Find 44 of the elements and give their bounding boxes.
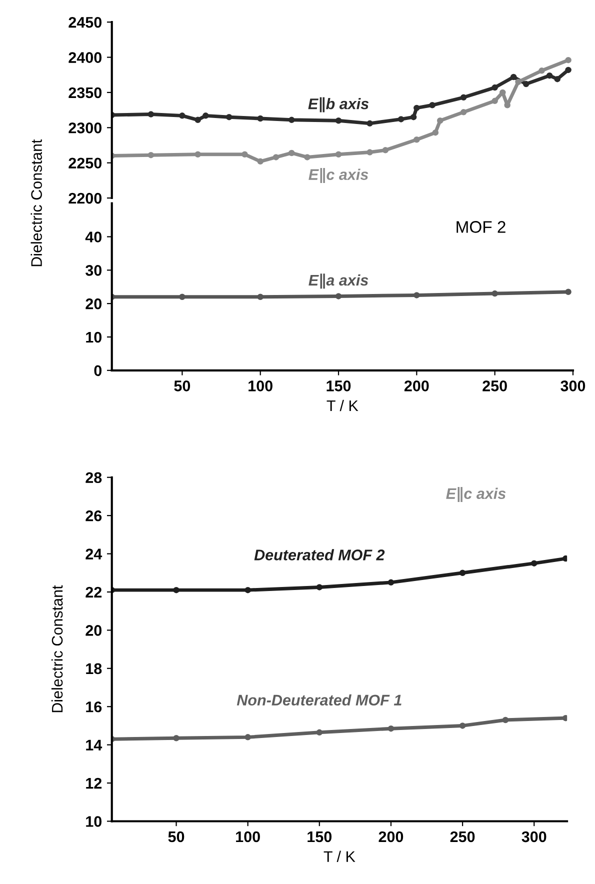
x-tick-label: 50 bbox=[174, 380, 190, 392]
x-tick-label: 150 bbox=[308, 831, 332, 842]
y-tick-label: 18 bbox=[86, 663, 102, 674]
y-tick-label: 20 bbox=[86, 625, 102, 636]
x-axis-title: T / K bbox=[324, 850, 356, 862]
y-tick-label: 12 bbox=[86, 778, 102, 789]
series-label: E∥b axis bbox=[308, 97, 369, 112]
x-tick-label: 250 bbox=[450, 831, 475, 842]
x-tick-label: 200 bbox=[378, 831, 404, 842]
y-tick-label: 30 bbox=[85, 265, 102, 276]
x-tick-label: 50 bbox=[168, 831, 184, 842]
series-label: E∥a axis bbox=[308, 274, 368, 289]
y-tick-label: 2400 bbox=[68, 52, 102, 63]
series-label: E∥c axis bbox=[308, 168, 368, 183]
annotation: E∥c axis bbox=[446, 487, 506, 502]
annotation: MOF 2 bbox=[456, 221, 506, 233]
y-tick-label: 0 bbox=[94, 365, 102, 376]
y-tick-label: 2350 bbox=[68, 87, 102, 98]
x-axis-title: T / K bbox=[326, 400, 358, 412]
y-tick-label: 22 bbox=[86, 586, 102, 598]
x-tick-label: 200 bbox=[404, 380, 429, 392]
series-label: Deuterated MOF 2 bbox=[254, 549, 385, 560]
y-tick-label: 20 bbox=[86, 298, 102, 310]
y-tick-label: 2250 bbox=[68, 158, 102, 169]
y-tick-label: 26 bbox=[86, 510, 102, 522]
y-tick-label: 2200 bbox=[68, 192, 102, 204]
y-axis-title: Dielectric Constant bbox=[51, 585, 63, 712]
x-tick-label: 300 bbox=[560, 380, 586, 392]
y-tick-label: 10 bbox=[86, 332, 102, 343]
x-tick-label: 300 bbox=[522, 831, 546, 842]
x-tick-label: 100 bbox=[236, 831, 260, 842]
x-tick-label: 100 bbox=[248, 380, 272, 392]
y-tick-label: 24 bbox=[86, 548, 102, 560]
x-tick-label: 150 bbox=[326, 380, 351, 392]
y-axis-title: Dielectric Constant bbox=[30, 139, 42, 266]
y-tick-label: 2300 bbox=[68, 122, 102, 134]
y-tick-label: 16 bbox=[86, 701, 102, 712]
y-tick-label: 28 bbox=[86, 472, 102, 484]
x-tick-label: 250 bbox=[482, 380, 507, 392]
y-tick-label: 40 bbox=[85, 232, 102, 242]
y-tick-label: 10 bbox=[86, 816, 102, 827]
y-tick-label: 14 bbox=[86, 740, 102, 750]
series-label: Non-Deuterated MOF 1 bbox=[236, 694, 402, 706]
y-tick-label: 2450 bbox=[68, 16, 102, 28]
